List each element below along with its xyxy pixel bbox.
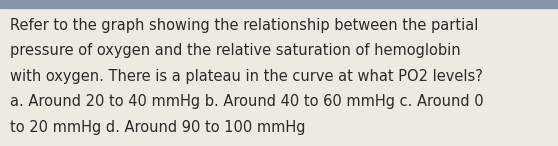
Bar: [0, 0, 558, 8]
Text: pressure of oxygen and the relative saturation of hemoglobin: pressure of oxygen and the relative satu…: [10, 43, 461, 58]
Text: a. Around 20 to 40 mmHg b. Around 40 to 60 mmHg c. Around 0: a. Around 20 to 40 mmHg b. Around 40 to …: [10, 94, 484, 109]
Text: with oxygen. There is a plateau in the curve at what PO2 levels?: with oxygen. There is a plateau in the c…: [10, 69, 483, 84]
Text: Refer to the graph showing the relationship between the partial: Refer to the graph showing the relations…: [10, 18, 478, 33]
Text: to 20 mmHg d. Around 90 to 100 mmHg: to 20 mmHg d. Around 90 to 100 mmHg: [10, 120, 306, 135]
